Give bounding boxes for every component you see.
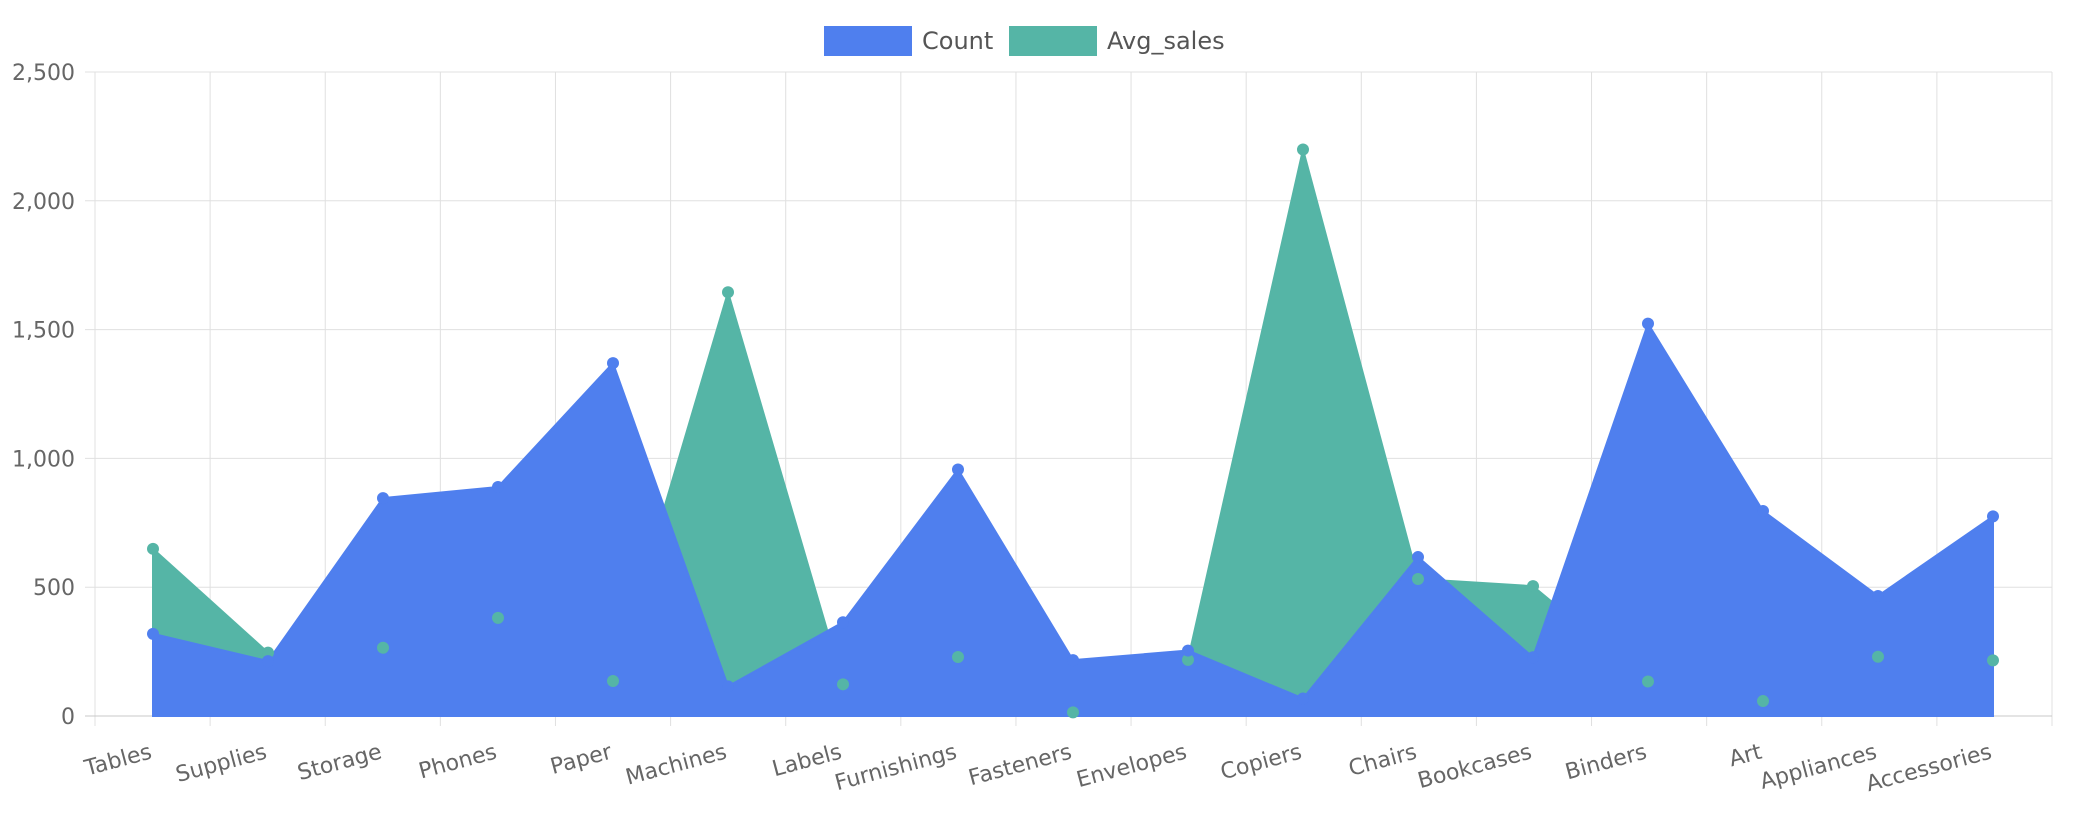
point-avg_sales[interactable]	[492, 611, 504, 624]
point-count[interactable]	[492, 480, 504, 493]
y-tick-label: 2,000	[12, 190, 75, 215]
point-avg_sales[interactable]	[1067, 706, 1079, 719]
point-count[interactable]	[147, 627, 159, 640]
x-axis-ticks: Tables Supplies Storage Phones Paper Machines…	[81, 739, 1994, 797]
y-tick-label: 2,500	[12, 61, 75, 86]
y-tick-label: 500	[33, 576, 75, 601]
x-tick-label: Copiers	[1218, 740, 1305, 786]
point-count[interactable]	[1987, 510, 1999, 523]
point-count[interactable]	[1067, 654, 1079, 667]
point-count[interactable]	[262, 655, 274, 668]
point-avg_sales[interactable]	[377, 641, 389, 654]
point-count[interactable]	[1182, 644, 1194, 657]
x-tick-label: Binders	[1563, 740, 1650, 786]
point-avg_sales[interactable]	[1642, 675, 1654, 688]
series-areas	[152, 149, 1994, 717]
x-tick-label: Phones	[416, 740, 499, 785]
point-count[interactable]	[1527, 651, 1539, 664]
x-tick-label: Art	[1726, 740, 1764, 773]
legend: Count Avg_sales	[824, 26, 1225, 56]
point-avg_sales[interactable]	[1872, 650, 1884, 663]
point-count[interactable]	[607, 357, 619, 370]
legend-label-avg_sales: Avg_sales	[1107, 27, 1225, 55]
point-count[interactable]	[1872, 589, 1884, 602]
point-avg_sales[interactable]	[1412, 572, 1424, 585]
legend-swatch-avg_sales	[1009, 26, 1097, 56]
y-axis-ticks: 0 500 1,000 1,500 2,000 2,500	[12, 61, 75, 730]
x-tick-label: Fasteners	[966, 740, 1075, 792]
x-tick-label: Tables	[81, 740, 154, 782]
point-count[interactable]	[1412, 551, 1424, 564]
point-count[interactable]	[722, 680, 734, 693]
y-tick-label: 1,500	[12, 319, 75, 344]
point-count[interactable]	[1297, 692, 1309, 705]
point-count[interactable]	[952, 463, 964, 476]
point-count[interactable]	[1642, 317, 1654, 330]
x-tick-label: Furnishings	[832, 740, 959, 797]
x-tick-label: Chairs	[1346, 740, 1420, 782]
area-count	[152, 321, 1994, 717]
point-avg_sales[interactable]	[837, 678, 849, 691]
point-avg_sales[interactable]	[147, 542, 159, 555]
point-avg_sales[interactable]	[952, 651, 964, 664]
point-avg_sales[interactable]	[1987, 654, 1999, 667]
x-tick-label: Storage	[295, 740, 385, 786]
point-avg_sales[interactable]	[1757, 695, 1769, 708]
x-tick-label: Paper	[548, 739, 616, 780]
series-points	[147, 143, 1999, 719]
x-tick-label: Accessories	[1864, 740, 1995, 798]
y-tick-label: 0	[61, 705, 75, 730]
x-tick-label: Bookcases	[1415, 740, 1534, 794]
x-tick-label: Appliances	[1757, 740, 1879, 795]
point-count[interactable]	[837, 616, 849, 629]
point-avg_sales[interactable]	[607, 674, 619, 687]
point-avg_sales[interactable]	[1527, 580, 1539, 593]
x-tick-label: Supplies	[173, 740, 269, 788]
point-avg_sales[interactable]	[262, 646, 274, 659]
point-avg_sales[interactable]	[722, 286, 734, 299]
point-avg_sales[interactable]	[1182, 653, 1194, 666]
point-avg_sales[interactable]	[1297, 143, 1309, 156]
point-count[interactable]	[1757, 504, 1769, 517]
x-tick-label: Envelopes	[1074, 740, 1190, 793]
x-tick-label: Machines	[623, 740, 730, 791]
legend-swatch-count	[824, 26, 912, 56]
point-count[interactable]	[377, 492, 389, 505]
legend-label-count: Count	[922, 27, 993, 55]
y-tick-label: 1,000	[12, 447, 75, 472]
